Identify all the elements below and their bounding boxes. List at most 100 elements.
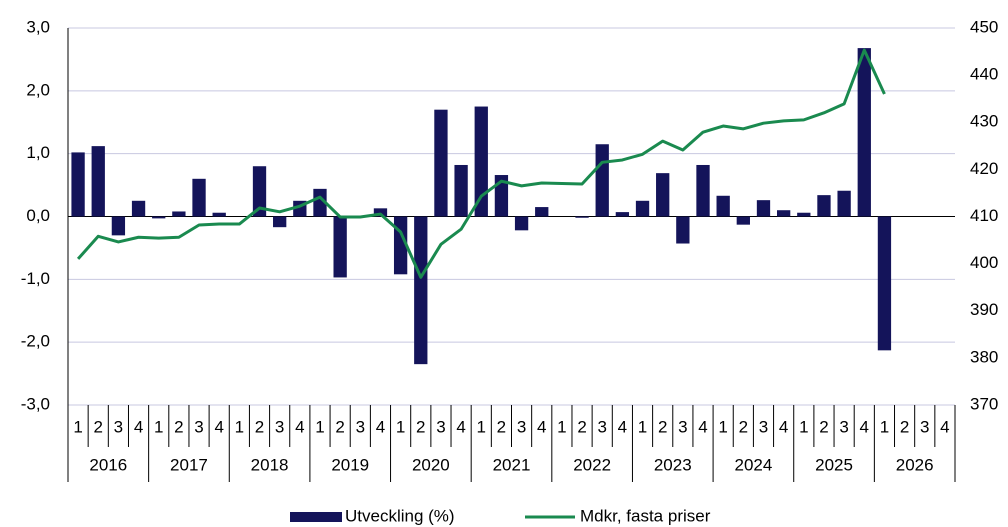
bar bbox=[595, 144, 609, 217]
x-tick-label: 1 bbox=[396, 417, 405, 436]
x-tick-label: 3 bbox=[920, 417, 929, 436]
y2-tick-label: 410 bbox=[970, 206, 998, 225]
bar bbox=[656, 173, 670, 217]
bar bbox=[776, 210, 791, 217]
x-tick-label: 4 bbox=[134, 417, 143, 436]
x-tick-label: 1 bbox=[799, 417, 808, 436]
y2-tick-label: 440 bbox=[970, 65, 998, 84]
x-tick-label: 2 bbox=[335, 417, 344, 436]
year-label: 2017 bbox=[170, 455, 208, 474]
year-label: 2026 bbox=[896, 455, 934, 474]
bar bbox=[817, 195, 831, 217]
bar bbox=[575, 216, 589, 218]
bar bbox=[474, 106, 488, 217]
x-tick-label: 2 bbox=[94, 417, 103, 436]
x-tick-label: 3 bbox=[759, 417, 768, 436]
bar bbox=[252, 166, 267, 217]
x-tick-label: 3 bbox=[678, 417, 687, 436]
x-tick-label: 1 bbox=[154, 417, 163, 436]
x-tick-label: 2 bbox=[900, 417, 909, 436]
x-tick-label: 3 bbox=[356, 417, 365, 436]
bar bbox=[434, 109, 448, 217]
bar bbox=[635, 200, 650, 217]
x-tick-label: 3 bbox=[597, 417, 606, 436]
bar bbox=[152, 216, 166, 219]
x-tick-label: 1 bbox=[477, 417, 486, 436]
bar bbox=[756, 200, 771, 217]
x-tick-label: 3 bbox=[839, 417, 848, 436]
x-tick-label: 2 bbox=[497, 417, 506, 436]
year-label: 2023 bbox=[654, 455, 692, 474]
bar bbox=[91, 146, 105, 217]
x-tick-label: 4 bbox=[456, 417, 465, 436]
x-tick-label: 4 bbox=[537, 417, 546, 436]
x-tick-label: 4 bbox=[779, 417, 788, 436]
legend-label: Utveckling (%) bbox=[345, 506, 455, 525]
y2-tick-label: 420 bbox=[970, 159, 998, 178]
year-label: 2021 bbox=[493, 455, 531, 474]
bar bbox=[71, 152, 85, 217]
bar bbox=[333, 216, 347, 278]
year-label: 2022 bbox=[573, 455, 611, 474]
bar bbox=[857, 48, 871, 217]
x-tick-label: 4 bbox=[698, 417, 707, 436]
y2-tick-label: 400 bbox=[970, 253, 998, 272]
bar bbox=[696, 164, 710, 217]
bar bbox=[514, 216, 529, 231]
x-tick-label: 2 bbox=[416, 417, 425, 436]
x-tick-label: 3 bbox=[114, 417, 123, 436]
bar bbox=[273, 216, 287, 228]
x-tick-label: 2 bbox=[819, 417, 828, 436]
legend-swatch bbox=[290, 512, 342, 522]
year-label: 2020 bbox=[412, 455, 450, 474]
bar bbox=[837, 190, 851, 217]
x-tick-label: 1 bbox=[557, 417, 566, 436]
y2-tick-label: 370 bbox=[970, 394, 998, 413]
x-tick-label: 2 bbox=[255, 417, 264, 436]
x-tick-label: 4 bbox=[618, 417, 627, 436]
x-tick-label: 4 bbox=[295, 417, 304, 436]
x-tick-label: 3 bbox=[517, 417, 526, 436]
x-tick-label: 4 bbox=[860, 417, 869, 436]
x-tick-label: 1 bbox=[880, 417, 889, 436]
year-label: 2025 bbox=[815, 455, 853, 474]
x-tick-label: 2 bbox=[577, 417, 586, 436]
y-tick-label: -1,0 bbox=[21, 269, 50, 288]
x-tick-label: 4 bbox=[940, 417, 949, 436]
x-tick-label: 3 bbox=[436, 417, 445, 436]
x-tick-label: 3 bbox=[194, 417, 203, 436]
x-tick-label: 2 bbox=[739, 417, 748, 436]
bar bbox=[111, 216, 126, 236]
bar bbox=[373, 208, 388, 217]
x-tick-label: 2 bbox=[658, 417, 667, 436]
bar bbox=[676, 216, 690, 244]
line bbox=[76, 48, 886, 279]
x-tick-label: 1 bbox=[235, 417, 244, 436]
x-tick-label: 1 bbox=[638, 417, 647, 436]
y-tick-label: 3,0 bbox=[26, 17, 50, 36]
year-label: 2024 bbox=[734, 455, 772, 474]
y2-tick-label: 380 bbox=[970, 347, 998, 366]
x-tick-label: 1 bbox=[718, 417, 727, 436]
x-tick-label: 4 bbox=[214, 417, 223, 436]
y2-tick-label: 430 bbox=[970, 112, 998, 131]
legend-label: Mdkr, fasta priser bbox=[580, 506, 711, 525]
bar bbox=[414, 216, 428, 365]
bar bbox=[131, 200, 146, 217]
y2-tick-label: 450 bbox=[970, 17, 998, 36]
bar bbox=[797, 212, 811, 217]
bar bbox=[313, 188, 327, 217]
y-tick-label: -2,0 bbox=[21, 332, 50, 351]
year-label: 2018 bbox=[251, 455, 289, 474]
year-label: 2016 bbox=[89, 455, 127, 474]
bar bbox=[877, 216, 892, 351]
x-tick-label: 1 bbox=[73, 417, 82, 436]
y-tick-label: 0,0 bbox=[26, 206, 50, 225]
x-tick-label: 3 bbox=[275, 417, 284, 436]
bar bbox=[212, 212, 226, 217]
bar bbox=[192, 178, 206, 217]
bar bbox=[615, 212, 630, 217]
bar bbox=[454, 164, 468, 217]
y-tick-label: 2,0 bbox=[26, 80, 50, 99]
